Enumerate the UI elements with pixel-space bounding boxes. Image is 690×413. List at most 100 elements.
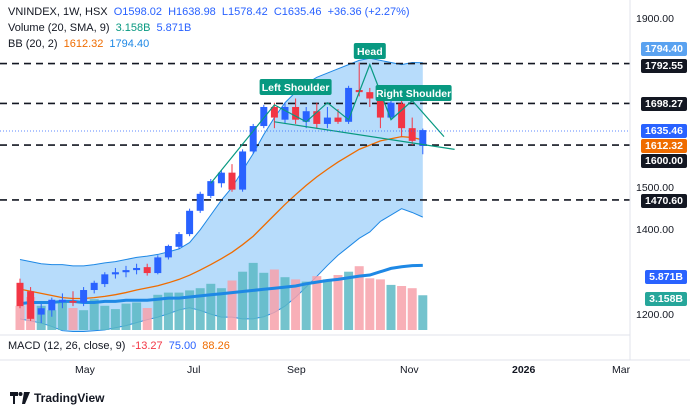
volume-bar xyxy=(333,275,343,330)
legend-bb-row[interactable]: BB (20, 2) 1612.32 1794.40 xyxy=(8,38,152,50)
volume-bar xyxy=(206,283,216,330)
candle-body xyxy=(143,267,151,274)
volume-bar xyxy=(185,290,195,330)
candle-body xyxy=(334,117,342,122)
candle-body xyxy=(133,267,141,271)
macd-label: MACD (12, 26, close, 9) xyxy=(8,340,126,352)
volume-bar xyxy=(89,299,99,330)
neckline-line xyxy=(274,121,455,150)
volume-bar xyxy=(291,279,301,330)
volume-bar xyxy=(57,301,67,330)
legend-close: C1635.46 xyxy=(273,6,322,18)
candle-body xyxy=(164,245,172,258)
legend-high: H1638.98 xyxy=(168,6,216,18)
volume-bar xyxy=(365,278,375,330)
candle-body xyxy=(345,87,353,122)
horizontal-levels[interactable] xyxy=(0,62,630,201)
legend-change: +36.36 (+2.27%) xyxy=(327,6,410,18)
badge-upper-bb: 1794.40 xyxy=(641,42,687,56)
volume-label: Volume (20, SMA, 9) xyxy=(8,22,110,34)
macd-value-1: -13.27 xyxy=(131,340,163,352)
candle-body xyxy=(207,181,215,196)
badge-level-1600[interactable]: 1600.00 xyxy=(641,154,687,168)
volume-value-2: 5.871B xyxy=(156,22,192,34)
time-tick-jul: Jul xyxy=(187,364,201,376)
volume-bar xyxy=(121,303,131,330)
volume-bar xyxy=(375,279,385,330)
tradingview-logo[interactable]: TradingView xyxy=(10,391,104,405)
bb-value-1: 1612.32 xyxy=(63,38,104,50)
volume-bar xyxy=(15,305,25,330)
volume-value-1: 3.158B xyxy=(115,22,151,34)
candle-body xyxy=(16,282,24,307)
legend-low: L1578.42 xyxy=(221,6,268,18)
bb-basis-line xyxy=(19,135,423,300)
badge-volume-sma: 5.871B xyxy=(645,270,687,284)
time-tick-may: May xyxy=(75,364,95,376)
badge-level-1792[interactable]: 1792.55 xyxy=(641,59,687,73)
candle-body xyxy=(302,111,310,122)
candle-body xyxy=(260,106,268,127)
volume-bar xyxy=(312,276,322,330)
bb-label: BB (20, 2) xyxy=(8,38,58,50)
volume-bar xyxy=(153,294,163,330)
candle-body xyxy=(69,301,77,303)
bb-value-2: 1794.40 xyxy=(109,38,150,50)
volume-bar xyxy=(344,271,354,330)
candle-body xyxy=(122,270,130,273)
candle-body xyxy=(387,102,395,118)
volume-bar xyxy=(407,288,417,330)
candle-body xyxy=(111,272,119,275)
pattern-label-bg xyxy=(375,85,452,101)
volume-sma xyxy=(19,263,423,306)
volume-bar xyxy=(163,292,173,330)
volume-bar xyxy=(248,262,258,330)
badge-level-1470[interactable]: 1470.60 xyxy=(641,194,687,208)
candle-body xyxy=(323,117,331,124)
legend-macd-row[interactable]: MACD (12, 26, close, 9) -13.27 75.00 88.… xyxy=(8,340,233,352)
candle-body xyxy=(398,103,406,129)
tradingview-icon xyxy=(10,392,30,404)
volume-sma-line xyxy=(19,263,423,306)
candle-body xyxy=(419,130,427,146)
candle-body xyxy=(58,299,66,302)
candle-body xyxy=(249,126,257,152)
volume-bar xyxy=(110,309,120,330)
badge-close-price: 1635.46 xyxy=(641,124,687,138)
candle-body xyxy=(366,92,374,99)
volume-bar xyxy=(301,281,311,330)
pattern-path xyxy=(210,62,445,184)
pattern-label-head: Head xyxy=(357,46,383,58)
badge-level-1698[interactable]: 1698.27 xyxy=(641,97,687,111)
legend-open: O1598.02 xyxy=(113,6,163,18)
volume-bar xyxy=(227,280,237,330)
time-tick-nov: Nov xyxy=(400,364,419,376)
symbol-name[interactable]: VNINDEX, 1W, HSX xyxy=(8,6,108,18)
pattern-label-left-shoulder: Left Shoulder xyxy=(262,82,330,94)
candle-body xyxy=(376,98,384,118)
legend-volume-row[interactable]: Volume (20, SMA, 9) 3.158B 5.871B xyxy=(8,22,194,34)
volume-bar xyxy=(100,305,110,330)
candle-body xyxy=(175,234,183,247)
candle-body xyxy=(281,106,289,120)
price-tick-1900: 1900.00 xyxy=(636,13,674,25)
candle-body xyxy=(80,290,88,303)
pattern-label-right-shoulder: Right Shoulder xyxy=(376,88,451,100)
candle-body xyxy=(217,172,225,184)
pattern-label-bg xyxy=(353,43,386,59)
candle-body xyxy=(101,274,109,285)
time-tick-sep: Sep xyxy=(287,364,306,376)
price-tick-1200: 1200.00 xyxy=(636,309,674,321)
candle-body xyxy=(228,172,236,190)
head-shoulders-pattern[interactable]: Head Left Shoulder Right Shoulder xyxy=(210,43,455,184)
candle-body xyxy=(292,106,300,120)
volume-bar xyxy=(79,310,89,330)
volume-bar xyxy=(269,269,279,330)
candle-body xyxy=(239,151,247,190)
candle-body xyxy=(48,299,56,311)
candle-body xyxy=(37,308,45,315)
volume-bar xyxy=(47,310,57,330)
volume-bar xyxy=(386,284,396,330)
volume-bar xyxy=(68,308,78,330)
